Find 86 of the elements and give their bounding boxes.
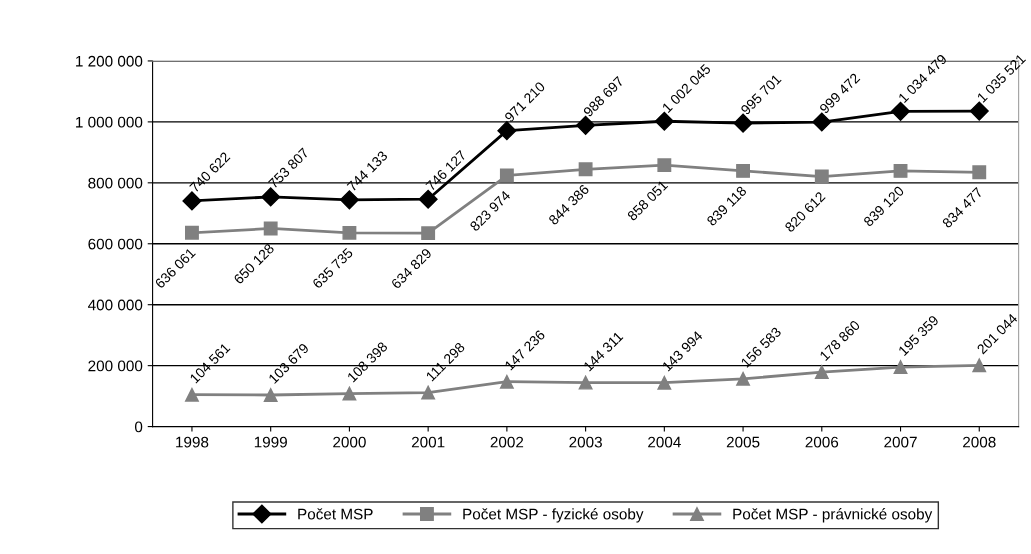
data-label: 744 133 [346, 150, 389, 192]
data-label: 858 051 [626, 179, 669, 222]
point [814, 365, 829, 380]
x-tick-label: 2001 [411, 436, 445, 448]
data-label: 753 807 [267, 147, 310, 189]
data-label: 635 735 [311, 247, 354, 289]
point [185, 225, 199, 240]
data-label: 839 118 [706, 185, 748, 227]
data-label: 147 236 [504, 329, 546, 371]
point [578, 162, 593, 177]
point [893, 360, 908, 374]
point [814, 169, 829, 184]
x-tick-label: 2002 [490, 436, 524, 448]
point [972, 165, 987, 180]
y-tick-label: 600 000 [88, 238, 143, 250]
point [893, 163, 908, 178]
y-tick-label: 800 000 [88, 177, 143, 189]
legend-label: Počet MSP - fyzické osoby [463, 508, 644, 523]
legend-label: Počet MSP - právnické osoby [733, 508, 933, 523]
point [182, 191, 202, 211]
y-tick-label: 1 000 000 [76, 116, 143, 128]
legend-label: Počet MSP [298, 508, 373, 520]
data-label: 1 035 521 [976, 53, 1027, 103]
point [499, 374, 514, 389]
data-label: 143 994 [661, 330, 704, 372]
x-tick-label: 1998 [176, 436, 209, 448]
y-tick-label: 400 000 [88, 299, 143, 311]
data-label: 178 860 [819, 319, 861, 362]
y-tick-label: 1 200 000 [76, 55, 143, 67]
x-tick-label: 2006 [805, 436, 839, 448]
point [185, 387, 199, 402]
y-tick-label: 0 [134, 421, 143, 433]
point [421, 385, 436, 400]
data-label: 740 622 [189, 151, 231, 193]
point [969, 101, 989, 121]
data-label: 971 210 [504, 81, 546, 123]
data-label: 834 477 [941, 186, 984, 229]
data-label: 999 472 [818, 72, 861, 115]
point [339, 190, 359, 210]
y-tick-label: 200 000 [88, 360, 143, 372]
x-tick-label: 2008 [963, 436, 996, 448]
point [499, 168, 514, 183]
data-label: 1 034 479 [897, 53, 948, 104]
point [890, 101, 911, 121]
data-label: 104 561 [189, 342, 231, 384]
data-label: 103 679 [268, 342, 310, 384]
point [261, 187, 281, 207]
data-label: 201 044 [976, 312, 1019, 355]
point [263, 388, 278, 402]
data-label: 844 386 [548, 183, 590, 226]
data-label: 156 583 [740, 326, 782, 368]
data-label: 823 974 [469, 189, 512, 232]
point [654, 111, 674, 131]
data-label: 820 612 [784, 191, 826, 233]
data-label: 1 002 045 [661, 63, 712, 114]
point [342, 225, 357, 240]
data-label: 195 359 [897, 314, 940, 357]
x-tick-label: 2004 [648, 436, 681, 448]
data-label: 988 697 [582, 75, 625, 118]
data-label: 650 128 [233, 243, 275, 285]
point [733, 113, 753, 133]
x-tick-label: 2005 [726, 436, 760, 448]
point [263, 221, 278, 236]
data-label: 839 120 [862, 185, 905, 228]
point [576, 115, 596, 135]
point [657, 158, 672, 173]
x-tick-label: 2003 [569, 436, 602, 448]
point [972, 358, 987, 373]
point [421, 226, 436, 241]
x-tick-label: 1999 [254, 436, 287, 448]
data-label: 111 298 [425, 341, 466, 382]
point [657, 375, 672, 390]
x-tick-label: 2007 [884, 436, 917, 448]
point [736, 371, 751, 386]
data-label: 746 127 [425, 149, 467, 192]
data-label: 144 311 [583, 331, 624, 372]
point [418, 189, 438, 209]
point [497, 121, 517, 141]
data-label: 634 829 [390, 247, 433, 290]
point [812, 112, 832, 132]
x-tick-label: 2000 [333, 436, 366, 448]
point [342, 386, 357, 401]
data-label: 995 701 [740, 73, 782, 116]
point [578, 375, 593, 390]
point [736, 163, 751, 178]
data-label: 636 061 [154, 247, 196, 289]
